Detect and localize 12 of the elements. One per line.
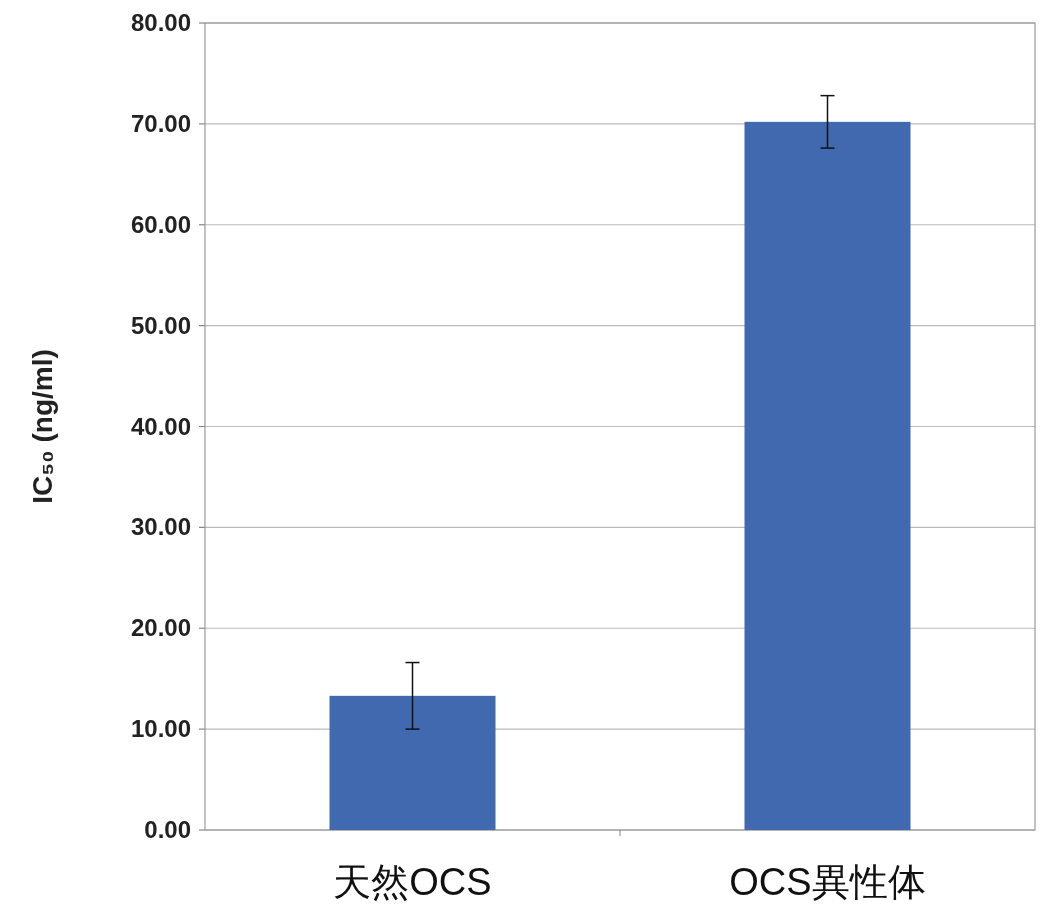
y-tick-label: 50.00 (130, 311, 191, 339)
y-tick-label: 60.00 (130, 210, 191, 238)
y-tick-label: 30.00 (130, 513, 191, 541)
y-axis-title: IC₅₀ (ng/ml) (27, 349, 58, 504)
x-tick-label: OCS異性体 (729, 861, 926, 903)
y-tick-label: 80.00 (130, 9, 191, 36)
y-tick-label: 40.00 (130, 412, 191, 440)
y-tick-label: 70.00 (130, 109, 191, 137)
y-tick-label: 0.00 (144, 816, 191, 843)
x-tick-label: 天然OCS (333, 861, 492, 903)
y-tick-label: 20.00 (130, 614, 191, 642)
y-tick-label: 10.00 (130, 715, 191, 743)
